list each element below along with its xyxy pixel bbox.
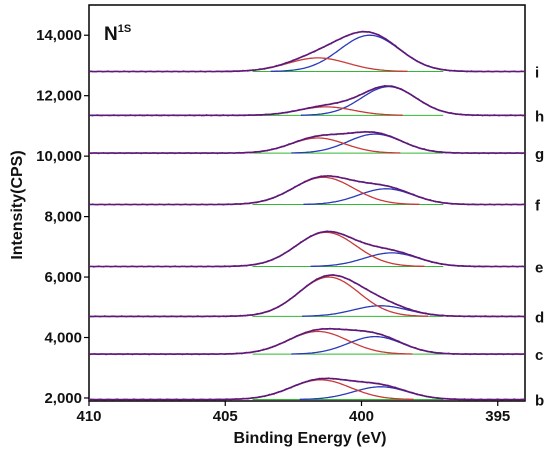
series-layer	[88, 30, 526, 401]
component-a-b	[228, 379, 414, 400]
envelope-d	[89, 274, 525, 318]
y-tick-label: 12,000	[36, 88, 82, 105]
series-label-f: f	[535, 198, 541, 215]
plot-frame	[88, 4, 526, 402]
y-axis: 2,000 4,000 6,000 8,000 10,000 12,000 14,000	[36, 27, 89, 407]
y-tick-label: 6,000	[44, 269, 82, 286]
raw-spectrum-e	[88, 230, 525, 268]
x-axis-title: Binding Energy (eV)	[234, 430, 387, 447]
x-tick-label: 410	[76, 408, 101, 425]
series-c	[88, 327, 526, 356]
raw-spectrum-h	[88, 84, 526, 117]
series-label-e: e	[535, 259, 543, 276]
envelope-i	[89, 30, 525, 73]
series-g	[88, 130, 526, 155]
envelope-e	[89, 230, 525, 268]
envelope-c	[89, 328, 525, 355]
series-i	[88, 30, 526, 73]
x-axis: 410 405 400 395	[76, 401, 510, 425]
y-axis-title: Intensity(CPS)	[9, 150, 26, 259]
series-labels: b c d e f g h i	[535, 65, 544, 410]
annotation-label: N1S	[104, 23, 131, 45]
y-tick-label: 2,000	[44, 390, 82, 407]
series-d	[88, 273, 526, 318]
x-tick-label: 405	[213, 408, 238, 425]
series-label-g: g	[535, 146, 544, 163]
envelope-f	[89, 175, 525, 206]
series-e	[88, 230, 525, 268]
component-a-e	[228, 231, 425, 267]
component-a-d	[229, 276, 429, 317]
series-b	[88, 377, 526, 401]
component-a-f	[227, 176, 420, 206]
x-tick-label: 395	[485, 408, 510, 425]
series-label-i: i	[535, 65, 539, 82]
component-b-h	[300, 85, 477, 116]
envelope-b	[89, 377, 525, 401]
raw-spectrum-i	[88, 30, 526, 73]
envelope-h	[89, 85, 525, 117]
series-label-h: h	[535, 108, 544, 125]
y-tick-label: 4,000	[44, 330, 82, 347]
series-label-c: c	[535, 347, 543, 364]
component-b-i	[270, 34, 469, 72]
raw-spectrum-g	[88, 130, 526, 155]
raw-spectrum-d	[88, 273, 526, 318]
y-tick-label: 14,000	[36, 27, 82, 44]
envelope-g	[89, 131, 525, 154]
x-tick-label: 400	[349, 408, 374, 425]
y-tick-label: 10,000	[36, 148, 82, 165]
series-f	[88, 174, 526, 206]
component-b-c	[291, 335, 459, 355]
series-label-b: b	[535, 392, 544, 409]
y-tick-label: 8,000	[44, 209, 82, 226]
series-label-d: d	[535, 309, 544, 326]
series-h	[88, 84, 526, 117]
